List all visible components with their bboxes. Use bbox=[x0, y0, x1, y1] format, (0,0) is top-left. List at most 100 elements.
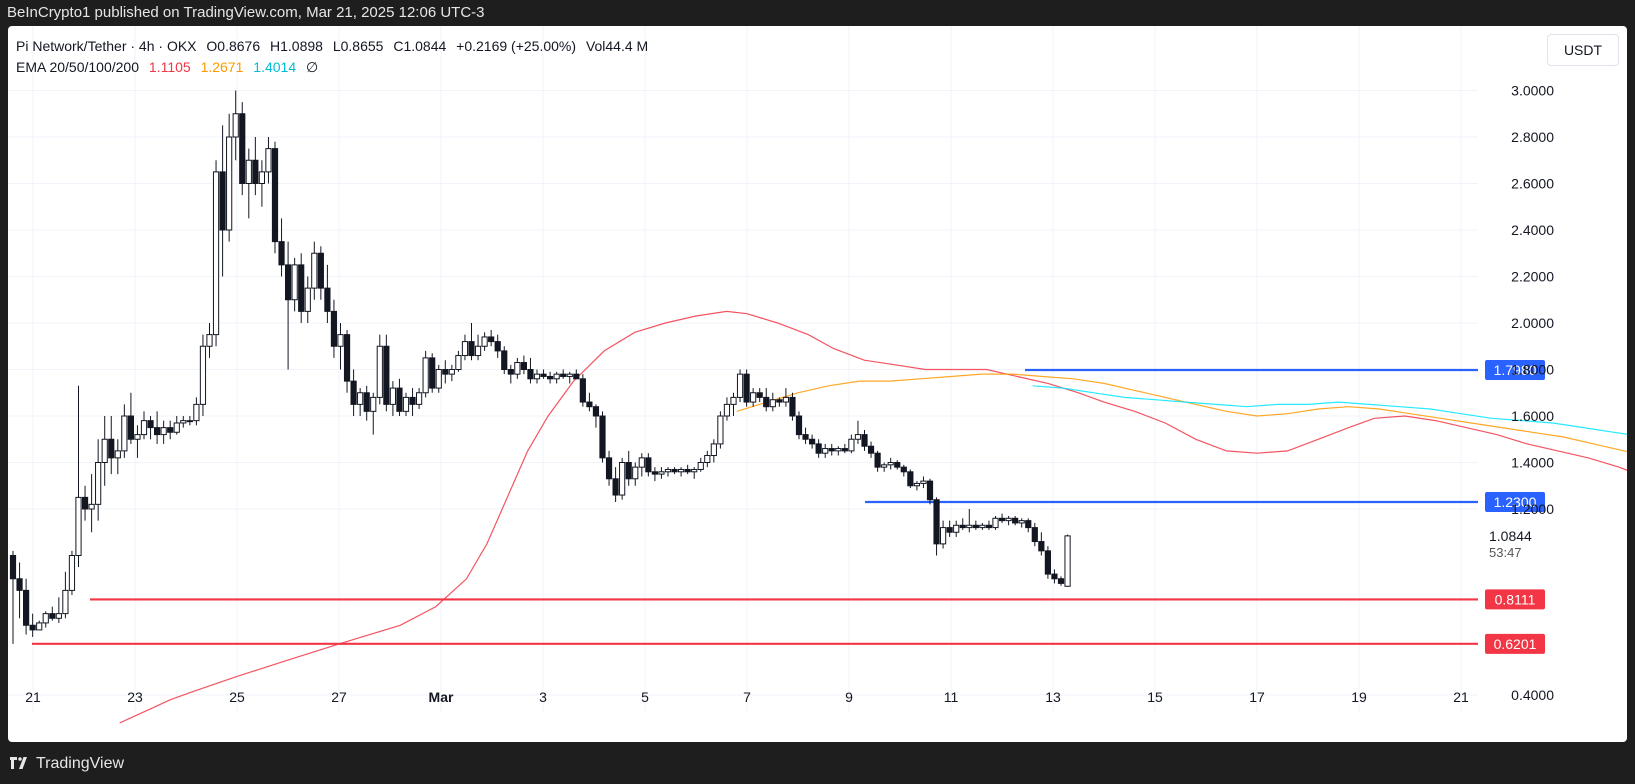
footer-brand[interactable]: TradingView bbox=[36, 755, 125, 772]
candle-body bbox=[370, 396, 377, 412]
candle-body bbox=[861, 434, 868, 447]
low-value: L0.8655 bbox=[332, 38, 384, 54]
candle-body bbox=[383, 345, 390, 405]
ema20-value: 1.1105 bbox=[148, 59, 191, 75]
candle-body bbox=[416, 392, 423, 405]
candle-body bbox=[167, 427, 174, 433]
candle-body bbox=[658, 471, 665, 475]
candle-body bbox=[966, 524, 973, 529]
candle-body bbox=[101, 438, 108, 463]
tradingview-logo-icon[interactable] bbox=[8, 757, 30, 771]
candle-body bbox=[422, 357, 429, 394]
candle-body bbox=[520, 362, 527, 370]
candle-body bbox=[435, 369, 442, 389]
candle-body bbox=[95, 462, 102, 505]
candle-body bbox=[887, 462, 894, 466]
candle-body bbox=[127, 415, 135, 440]
candle-body bbox=[1031, 527, 1038, 543]
candle-body bbox=[1044, 550, 1052, 575]
candle-body bbox=[298, 264, 305, 312]
candle-body bbox=[337, 334, 344, 347]
candle-body bbox=[357, 392, 364, 405]
currency-button[interactable]: USDT bbox=[1547, 34, 1619, 66]
symbol-row: Pi Network/Tether · 4h · OKX O0.8676 H1.… bbox=[16, 36, 654, 57]
price-chart[interactable]: 1.7980 1.2300 0.8111 0.6201 0.4000 1.2000 1.4… bbox=[8, 26, 1627, 742]
candle-body bbox=[579, 378, 586, 403]
candle-body bbox=[881, 464, 888, 468]
footer: TradingView bbox=[0, 744, 1635, 784]
ema200-value: ∅ bbox=[306, 59, 319, 75]
candle-body bbox=[16, 578, 23, 591]
candle-body bbox=[1057, 578, 1065, 584]
level-tag-1.7980 bbox=[1485, 359, 1545, 380]
candle-body bbox=[730, 396, 737, 405]
candle-body bbox=[121, 415, 128, 452]
level-label-1.7980: 1.7980 bbox=[1494, 362, 1537, 378]
published-banner: BeInCrypto1 published on TradingView.com… bbox=[7, 4, 485, 21]
price-axis: 0.4000 1.2000 1.4000 1.6000 1.8000 2.0000 2.20… bbox=[1489, 83, 1554, 704]
close-value: C1.0844 bbox=[393, 38, 447, 54]
x-tick-label: 11 bbox=[944, 689, 959, 705]
level-label-1.2300: 1.2300 bbox=[1494, 494, 1537, 510]
candle-body bbox=[664, 468, 672, 473]
candle-body bbox=[625, 462, 632, 480]
x-tick-label: 13 bbox=[1045, 689, 1061, 705]
candle-body bbox=[29, 624, 36, 631]
candle-body bbox=[226, 136, 233, 231]
x-tick-label: 7 bbox=[743, 689, 751, 705]
candle-body bbox=[533, 373, 541, 380]
candle-body bbox=[108, 438, 115, 459]
candle-body bbox=[1018, 520, 1025, 524]
candle-body bbox=[291, 264, 298, 301]
candle-body bbox=[900, 466, 907, 473]
candle-body bbox=[854, 434, 862, 440]
candle-body bbox=[239, 113, 246, 184]
x-tick-label: 21 bbox=[25, 689, 41, 705]
ema-label[interactable]: EMA 20/50/100/200 bbox=[16, 59, 139, 75]
candle-body bbox=[147, 420, 154, 429]
candle-body bbox=[81, 496, 89, 510]
candle-body bbox=[507, 369, 514, 375]
candle-body bbox=[874, 452, 881, 468]
candle-body bbox=[586, 401, 593, 408]
y-tick-label: 0.4000 bbox=[1511, 687, 1554, 703]
candle-body bbox=[448, 369, 455, 375]
symbol-label[interactable]: Pi Network/Tether · 4h · OKX bbox=[16, 38, 197, 54]
candle-body bbox=[75, 496, 82, 556]
candle-body bbox=[848, 438, 855, 452]
candle-body bbox=[206, 334, 213, 347]
candle-body bbox=[835, 448, 842, 452]
candle-body bbox=[828, 448, 835, 452]
time-axis: 21 23 25 27 Mar 3 5 7 9 11 13 15 17 19 21 bbox=[25, 689, 1469, 705]
candle-body bbox=[219, 171, 226, 231]
candle-body bbox=[1005, 517, 1012, 522]
candle-body bbox=[782, 396, 789, 403]
candle-body bbox=[822, 448, 829, 454]
candle-body bbox=[756, 392, 763, 398]
candle-body bbox=[953, 524, 960, 533]
candle-body bbox=[212, 171, 220, 336]
candle-body bbox=[540, 373, 547, 377]
candle-body bbox=[252, 159, 259, 184]
candle-body bbox=[180, 420, 187, 424]
candle-body bbox=[913, 482, 920, 487]
candle-body bbox=[940, 527, 947, 545]
candle-body bbox=[926, 480, 934, 501]
x-tick-label: 25 bbox=[229, 689, 245, 705]
candle-body bbox=[258, 171, 266, 184]
candle-body bbox=[494, 341, 501, 352]
level-lines: 1.7980 1.2300 0.8111 0.6201 bbox=[32, 359, 1545, 654]
x-tick-label: 3 bbox=[539, 689, 547, 705]
level-tag-0.8111 bbox=[1485, 589, 1545, 610]
chart-panel[interactable]: 1.7980 1.2300 0.8111 0.6201 0.4000 1.2000 1.4… bbox=[8, 26, 1627, 742]
candle-body bbox=[638, 457, 645, 468]
candle-body bbox=[776, 399, 783, 403]
x-tick-label: 27 bbox=[331, 689, 347, 705]
candle-body bbox=[592, 406, 600, 417]
candle-body bbox=[501, 350, 508, 370]
x-tick-label: 17 bbox=[1249, 689, 1265, 705]
candle-body bbox=[409, 396, 416, 405]
candle-body bbox=[985, 524, 993, 529]
volume-value: Vol44.4 M bbox=[585, 38, 649, 54]
x-tick-label: 19 bbox=[1351, 689, 1367, 705]
